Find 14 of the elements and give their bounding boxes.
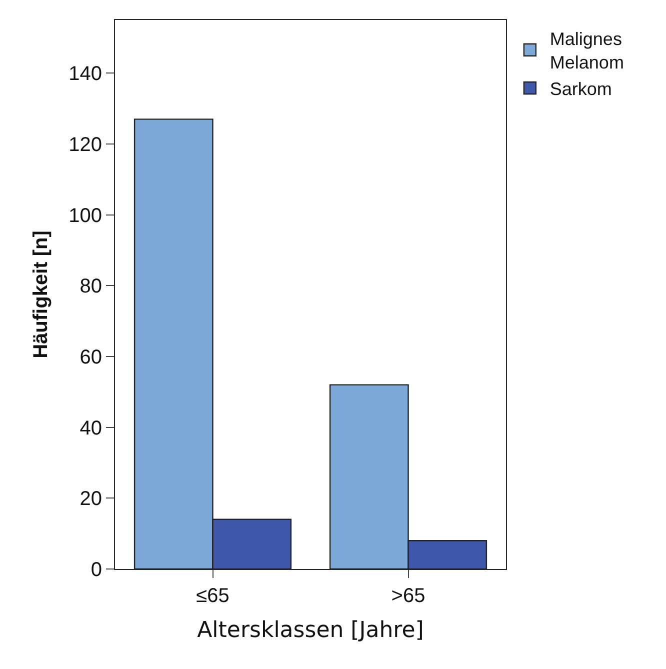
y-axis-title: Häufigkeit [n] bbox=[30, 230, 52, 358]
y-tick-label: 100 bbox=[68, 204, 102, 227]
x-tick-label: >65 bbox=[391, 585, 426, 607]
y-tick-label: 40 bbox=[80, 417, 102, 440]
y-tick-label: 140 bbox=[68, 63, 102, 86]
y-tick-label: 60 bbox=[80, 346, 102, 368]
y-tick-label: 120 bbox=[68, 134, 102, 156]
x-axis-title: Altersklassen [Jahre] bbox=[197, 618, 424, 643]
legend-label: Malignes Melanom bbox=[550, 29, 624, 73]
x-tick-label: ≤65 bbox=[196, 585, 230, 607]
y-tick-label: 80 bbox=[80, 276, 102, 298]
legend-label: Sarkom bbox=[550, 79, 612, 100]
y-tick-label: 0 bbox=[90, 559, 102, 581]
y-tick-label: 20 bbox=[80, 488, 102, 510]
